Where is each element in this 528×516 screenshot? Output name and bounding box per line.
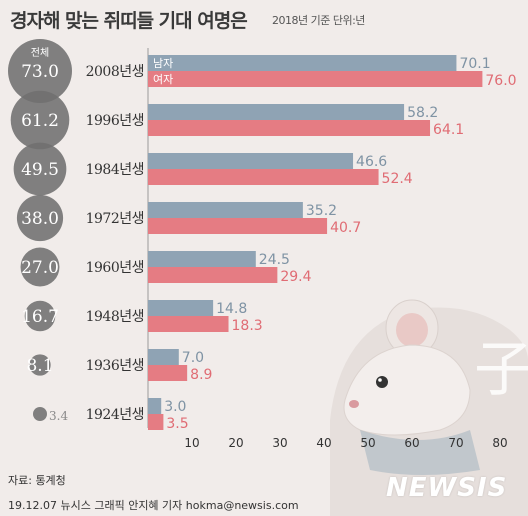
value-label-male: 3.0 bbox=[164, 399, 186, 415]
bar-female bbox=[148, 71, 483, 87]
value-label-female: 64.1 bbox=[433, 122, 464, 138]
x-tick-label: 70 bbox=[448, 436, 463, 450]
total-value-label: 49.5 bbox=[21, 160, 59, 180]
bar-male bbox=[148, 202, 303, 218]
watermark-logo: NEWSIS bbox=[386, 473, 508, 503]
credit-line: 19.12.07 뉴시스 그래픽 안지혜 기자 hokma@newsis.com bbox=[8, 499, 299, 512]
x-tick-label: 10 bbox=[184, 436, 199, 450]
value-label-male: 7.0 bbox=[182, 350, 204, 366]
value-label-female: 29.4 bbox=[280, 269, 311, 285]
total-value-label: 16.7 bbox=[21, 307, 59, 327]
category-label: 1948년생 bbox=[86, 309, 144, 325]
value-label-male: 14.8 bbox=[216, 301, 247, 317]
category-label: 1924년생 bbox=[86, 407, 144, 423]
category-label: 1996년생 bbox=[86, 113, 144, 129]
mouse-illustration: 子 bbox=[330, 299, 528, 516]
total-bubble bbox=[24, 300, 56, 332]
value-label-male: 24.5 bbox=[259, 252, 290, 268]
total-value-label: 38.0 bbox=[21, 209, 59, 229]
total-value-label: 61.2 bbox=[21, 111, 59, 131]
bar-male bbox=[148, 251, 256, 267]
x-tick-label: 60 bbox=[404, 436, 419, 450]
zodiac-character: 子 bbox=[474, 335, 528, 405]
category-label: 1972년생 bbox=[86, 211, 144, 227]
total-bubble bbox=[13, 142, 67, 196]
value-label-female: 76.0 bbox=[485, 73, 516, 89]
total-value-label: 27.0 bbox=[21, 258, 59, 278]
category-label: 1960년생 bbox=[86, 260, 144, 276]
value-label-female: 3.5 bbox=[166, 416, 188, 432]
total-value-label: 8.1 bbox=[26, 356, 53, 376]
value-labels: 70.176.0 58.264.1 46.652.4 35.240.7 24.529.4… bbox=[164, 56, 516, 432]
total-bubble bbox=[20, 247, 60, 287]
bar-female bbox=[148, 414, 164, 430]
total-bubble bbox=[10, 90, 70, 150]
x-axis-ticks: 10 20 30 40 50 60 70 80 bbox=[184, 436, 507, 450]
chart-subtitle: 2018년 기준 단위:년 bbox=[272, 14, 365, 27]
chart-title: 경자해 맞는 쥐띠들 기대 여명은 bbox=[10, 10, 248, 32]
value-label-female: 40.7 bbox=[330, 220, 361, 236]
total-bubble bbox=[29, 354, 51, 376]
bar-female bbox=[148, 365, 188, 381]
x-tick-label: 40 bbox=[316, 436, 331, 450]
x-tick-label: 80 bbox=[492, 436, 507, 450]
bar-male bbox=[148, 398, 162, 414]
total-value-label: 73.0 bbox=[21, 62, 59, 82]
legend-female: 여자 bbox=[153, 73, 173, 86]
value-label-male: 58.2 bbox=[407, 105, 438, 121]
bar-male bbox=[148, 300, 214, 316]
bar-female bbox=[148, 316, 229, 332]
legend-male: 남자 bbox=[153, 57, 173, 70]
category-label: 2008년생 bbox=[86, 64, 144, 80]
value-label-male: 35.2 bbox=[306, 203, 337, 219]
value-label-male: 46.6 bbox=[356, 154, 387, 170]
value-label-female: 8.9 bbox=[190, 367, 212, 383]
value-label-female: 18.3 bbox=[232, 318, 263, 334]
x-tick-label: 50 bbox=[360, 436, 375, 450]
total-bubbles: 73.0 전체 61.2 49.5 38.0 27.0 16.7 8.1 3.4 bbox=[8, 39, 72, 423]
category-label: 1936년생 bbox=[86, 358, 144, 374]
value-label-male: 70.1 bbox=[459, 56, 490, 72]
bars bbox=[148, 55, 483, 430]
total-bubble bbox=[16, 194, 64, 242]
category-label: 1984년생 bbox=[86, 162, 144, 178]
data-source: 자료: 통계청 bbox=[8, 474, 66, 487]
x-tick-label: 20 bbox=[228, 436, 243, 450]
bar-male bbox=[148, 153, 354, 169]
bar-female bbox=[148, 120, 431, 136]
value-label-female: 52.4 bbox=[382, 171, 413, 187]
bar-female bbox=[148, 218, 328, 234]
bar-female bbox=[148, 267, 278, 283]
bar-male bbox=[148, 349, 179, 365]
total-caption: 전체 bbox=[31, 47, 49, 59]
bar-male bbox=[148, 104, 405, 120]
bar-male bbox=[148, 55, 457, 71]
total-value-label: 3.4 bbox=[49, 409, 68, 423]
category-labels: 2008년생 1996년생 1984년생 1972년생 1960년생 1948년생 1936… bbox=[86, 64, 145, 423]
total-bubble bbox=[33, 407, 47, 421]
bar-female bbox=[148, 169, 379, 185]
total-bubble bbox=[8, 39, 72, 103]
x-tick-label: 30 bbox=[272, 436, 287, 450]
